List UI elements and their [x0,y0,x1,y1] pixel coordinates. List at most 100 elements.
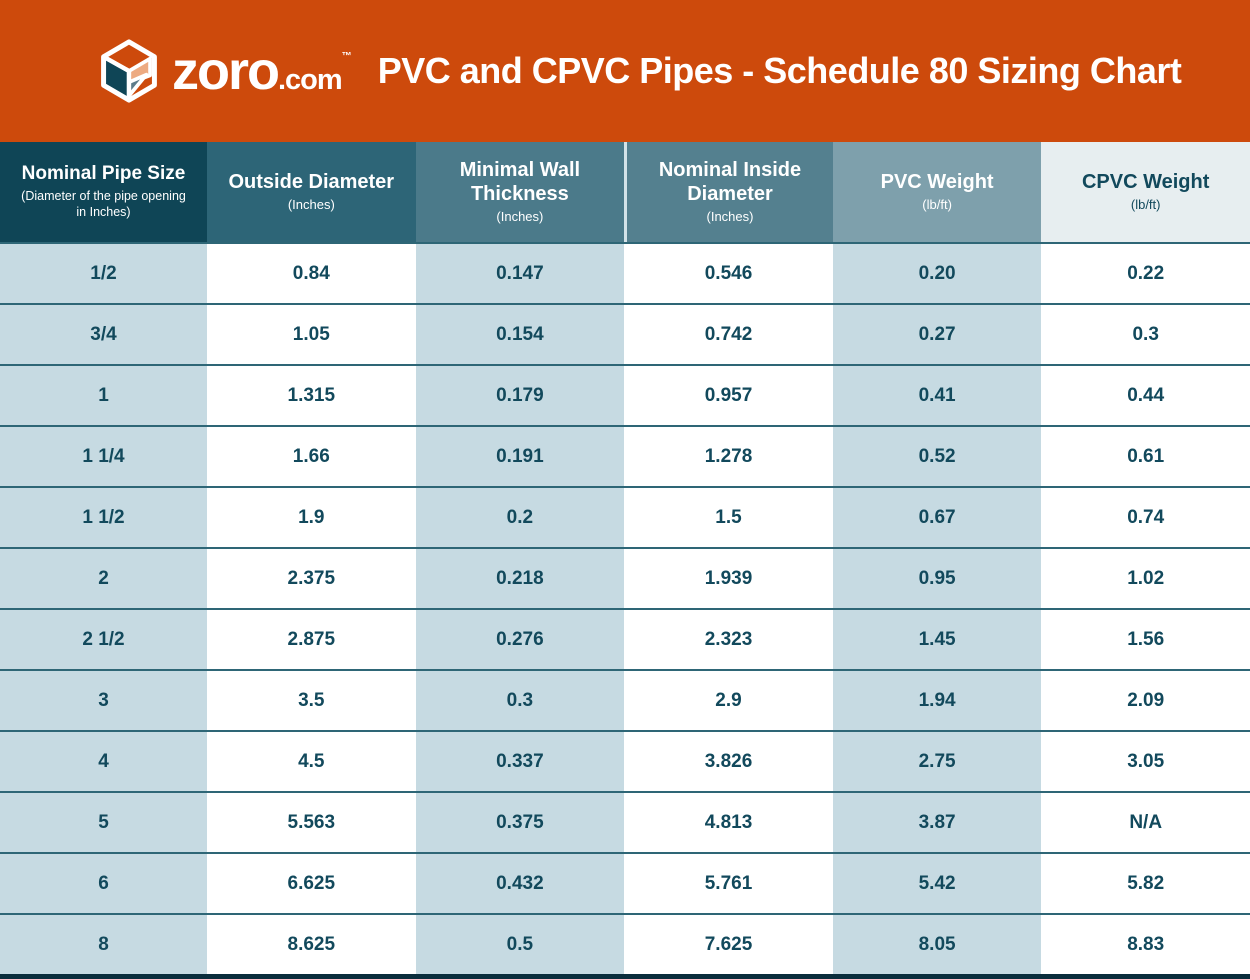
column-subtitle: (lb/ft) [1130,197,1161,213]
cell: 0.41 [832,366,1042,425]
brand-tld: .com [278,64,343,96]
table-row: 6 6.625 0.432 5.761 5.42 5.82 [0,852,1250,913]
table-body: 1/2 0.84 0.147 0.546 0.20 0.22 3/4 1.05 0.154 0.7… [0,242,1250,974]
column-title: Nominal Pipe Size [21,163,186,185]
cell: 0.22 [1041,244,1250,303]
cell: 1 1/4 [0,427,207,486]
cell: 0.957 [624,366,833,425]
cell: 1 [0,366,207,425]
cell: 0.67 [832,488,1042,547]
zoro-box-logo-icon [101,39,157,103]
column-header-nominal-pipe-size: Nominal Pipe Size (Diameter of the pipe … [0,142,207,242]
cell: 3.826 [624,732,833,791]
column-subtitle: (Diameter of the pipe opening in Inches) [21,189,186,219]
cell: N/A [1041,793,1250,852]
cell: 0.52 [832,427,1042,486]
table-header-row: Nominal Pipe Size (Diameter of the pipe … [0,142,1250,242]
table-row: 8 8.625 0.5 7.625 8.05 8.83 [0,913,1250,974]
cell: 1.939 [624,549,833,608]
column-subtitle: (Inches) [496,209,544,225]
table-row: 2 2.375 0.218 1.939 0.95 1.02 [0,547,1250,608]
column-subtitle: (lb/ft) [922,197,952,213]
cell: 5.82 [1041,854,1250,913]
column-title: PVC Weight [880,171,994,194]
cell: 4.5 [207,732,416,791]
cell: 1.05 [207,305,416,364]
cell: 3.05 [1041,732,1250,791]
cell: 0.27 [832,305,1042,364]
table-row: 1 1.315 0.179 0.957 0.41 0.44 [0,364,1250,425]
table-row: 3 3.5 0.3 2.9 1.94 2.09 [0,669,1250,730]
cell: 8 [0,915,207,974]
cell: 5 [0,793,207,852]
cell: 2.375 [207,549,416,608]
cell: 1 1/2 [0,488,207,547]
banner: zoro .com ™ PVC and CPVC Pipes - Schedule … [0,0,1250,142]
cell: 3/4 [0,305,207,364]
brand-name: zoro [172,41,280,101]
cell: 0.337 [415,732,625,791]
cell: 1/2 [0,244,207,303]
cell: 0.3 [1041,305,1250,364]
cell: 2.09 [1041,671,1250,730]
cell: 0.61 [1041,427,1250,486]
cell: 5.42 [832,854,1042,913]
cell: 0.3 [415,671,625,730]
cell: 8.625 [207,915,416,974]
bottom-border [0,974,1250,979]
cell: 2.9 [624,671,833,730]
column-title: Outside Diameter [228,171,395,194]
table-row: 3/4 1.05 0.154 0.742 0.27 0.3 [0,303,1250,364]
cell: 1.45 [832,610,1042,669]
cell: 1.02 [1041,549,1250,608]
column-header-minimal-wall-thickness: Minimal Wall Thickness (Inches) [415,142,625,242]
column-header-cpvc-weight: CPVC Weight (lb/ft) [1041,142,1250,242]
cell: 2.323 [624,610,833,669]
cell: 0.432 [415,854,625,913]
cell: 8.05 [832,915,1042,974]
cell: 5.563 [207,793,416,852]
cell: 4 [0,732,207,791]
cell: 0.375 [415,793,625,852]
cell: 1.5 [624,488,833,547]
cell: 4.813 [624,793,833,852]
cell: 3 [0,671,207,730]
cell: 2.875 [207,610,416,669]
column-title: Minimal Wall Thickness [459,159,581,206]
brand-wordmark: zoro .com ™ [172,44,352,98]
cell: 0.74 [1041,488,1250,547]
cell: 7.625 [624,915,833,974]
cell: 2.75 [832,732,1042,791]
cell: 1.315 [207,366,416,425]
cell: 0.5 [415,915,625,974]
table-row: 1 1/2 1.9 0.2 1.5 0.67 0.74 [0,486,1250,547]
cell: 0.95 [832,549,1042,608]
cell: 3.87 [832,793,1042,852]
table-row: 2 1/2 2.875 0.276 2.323 1.45 1.56 [0,608,1250,669]
cell: 2 1/2 [0,610,207,669]
table-row: 5 5.563 0.375 4.813 3.87 N/A [0,791,1250,852]
column-subtitle: (Inches) [706,209,754,225]
table-row: 4 4.5 0.337 3.826 2.75 3.05 [0,730,1250,791]
cell: 1.94 [832,671,1042,730]
cell: 3.5 [207,671,416,730]
table-row: 1/2 0.84 0.147 0.546 0.20 0.22 [0,242,1250,303]
column-header-pvc-weight: PVC Weight (lb/ft) [832,142,1042,242]
cell: 6 [0,854,207,913]
cell: 6.625 [207,854,416,913]
cell: 1.9 [207,488,416,547]
cell: 0.44 [1041,366,1250,425]
column-subtitle: (Inches) [287,197,335,213]
column-title: CPVC Weight [1081,171,1210,194]
cell: 0.84 [207,244,416,303]
cell: 0.179 [415,366,625,425]
trademark-mark: ™ [341,51,352,62]
sizing-table: Nominal Pipe Size (Diameter of the pipe … [0,142,1250,974]
cell: 1.278 [624,427,833,486]
column-title: Nominal Inside Diameter [658,159,802,206]
table-row: 1 1/4 1.66 0.191 1.278 0.52 0.61 [0,425,1250,486]
cell: 0.154 [415,305,625,364]
column-header-outside-diameter: Outside Diameter (Inches) [207,142,416,242]
cell: 0.2 [415,488,625,547]
